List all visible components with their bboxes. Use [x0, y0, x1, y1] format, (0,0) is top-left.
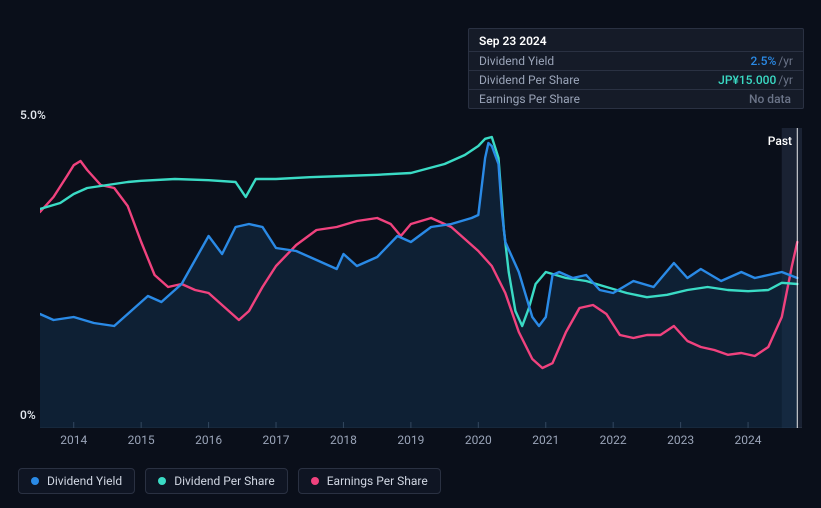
x-axis-label: 2015 [128, 433, 155, 447]
legend-label: Dividend Yield [47, 474, 122, 488]
tooltip-unit: /yr [778, 54, 793, 68]
tooltip-value: 2.5% [750, 54, 776, 68]
legend-label: Dividend Per Share [174, 474, 275, 488]
tooltip-unit: /yr [778, 73, 793, 87]
chart-tooltip: Sep 23 2024 Dividend Yield 2.5% /yr Divi… [468, 28, 804, 109]
legend-dot-icon [31, 477, 39, 485]
x-axis-label: 2021 [532, 433, 559, 447]
x-axis-labels: 2014 2015 2016 2017 2018 2019 2020 2021 2022 2023… [40, 433, 802, 453]
x-axis-label: 2018 [330, 433, 357, 447]
x-axis-label: 2024 [735, 433, 762, 447]
legend-item-dividend-yield[interactable]: Dividend Yield [18, 468, 135, 494]
chart-panel: 5.0% 0% Past 2014 2015 2016 2017 2018 2019 202… [18, 100, 804, 460]
x-axis-label: 2014 [60, 433, 87, 447]
legend-label: Earnings Per Share [327, 474, 428, 488]
x-axis-label: 2022 [600, 433, 627, 447]
chart-plot[interactable] [40, 128, 802, 428]
tooltip-value: JP¥15.000 [718, 73, 776, 87]
y-axis-label-bottom: 0% [20, 408, 36, 422]
tooltip-label: Dividend Yield [479, 54, 750, 68]
x-axis-label: 2023 [667, 433, 694, 447]
tooltip-label: Dividend Per Share [479, 73, 718, 87]
x-axis-label: 2017 [263, 433, 290, 447]
past-label: Past [762, 131, 798, 151]
tooltip-row: Dividend Yield 2.5% /yr [469, 51, 803, 70]
x-axis-label: 2020 [465, 433, 492, 447]
legend-item-earnings-per-share[interactable]: Earnings Per Share [298, 468, 441, 494]
tooltip-row: Dividend Per Share JP¥15.000 /yr [469, 70, 803, 89]
legend-dot-icon [311, 477, 319, 485]
x-axis-label: 2019 [397, 433, 424, 447]
chart-legend: Dividend Yield Dividend Per Share Earnin… [18, 468, 441, 494]
y-axis-label-top: 5.0% [20, 108, 46, 122]
legend-item-dividend-per-share[interactable]: Dividend Per Share [145, 468, 288, 494]
legend-dot-icon [158, 477, 166, 485]
tooltip-date: Sep 23 2024 [469, 29, 803, 51]
x-axis-label: 2016 [195, 433, 222, 447]
